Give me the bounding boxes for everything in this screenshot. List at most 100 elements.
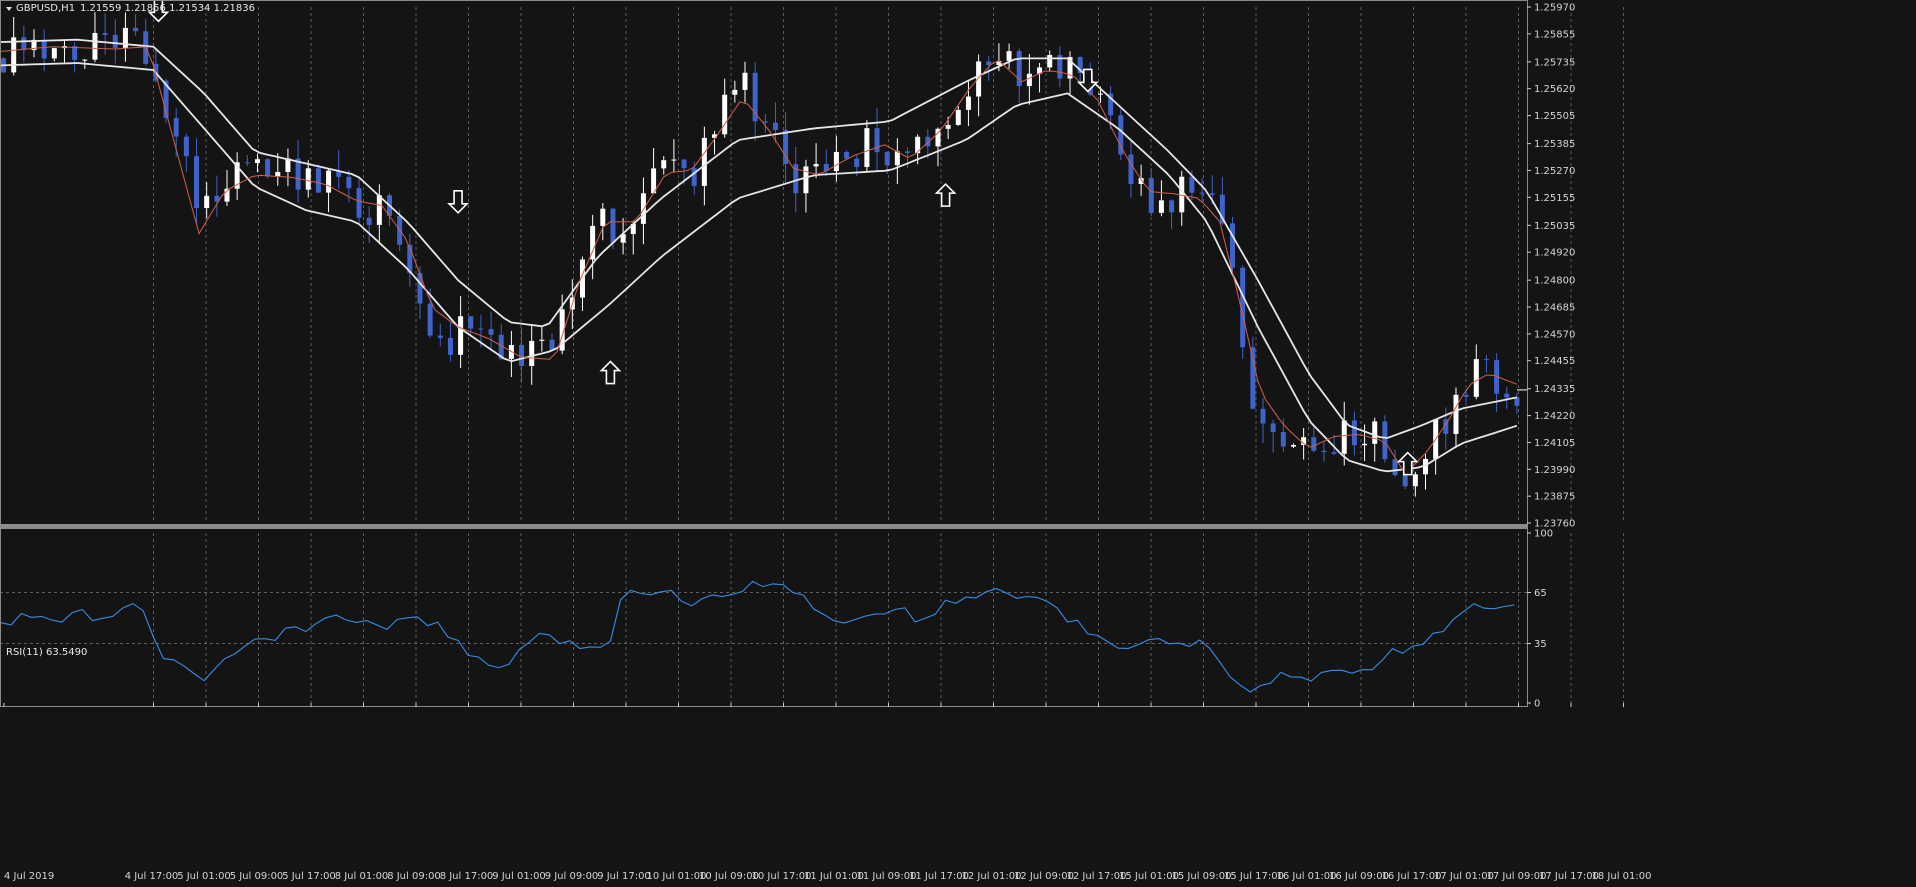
time-tick-label: 4 Jul 17:00 — [125, 871, 179, 882]
time-tick-label: 16 Jul 17:00 — [1382, 871, 1442, 882]
rsi-tick-label: 0 — [1534, 699, 1540, 710]
candle-body — [1392, 459, 1398, 476]
candle-body — [1331, 452, 1337, 454]
price-tick-label: 1.25620 — [1534, 84, 1575, 95]
candle-body — [549, 339, 555, 351]
candle-body — [1199, 192, 1205, 194]
candle-body — [1067, 57, 1073, 79]
candle-body — [427, 303, 433, 336]
ma-fast-line — [0, 46, 1518, 471]
candle-body — [204, 195, 210, 208]
candle-body — [1219, 194, 1225, 224]
price-tick-label: 1.23990 — [1534, 465, 1575, 476]
rsi-tick-label: 35 — [1534, 639, 1547, 650]
candle-body — [265, 159, 271, 177]
candle-body — [762, 121, 768, 123]
ma-upper-line — [0, 38, 1518, 439]
time-tick-label: 5 Jul 01:00 — [177, 871, 231, 882]
price-tick-label: 1.25505 — [1534, 111, 1575, 122]
candle-body — [1504, 393, 1510, 398]
candle-body — [519, 345, 525, 366]
candle-body — [1270, 423, 1276, 433]
rsi-panel — [0, 580, 1515, 693]
candle-body — [447, 337, 453, 355]
candle-body — [1402, 475, 1408, 487]
price-tick-label: 1.23875 — [1534, 492, 1575, 503]
candle-body — [1341, 420, 1347, 454]
moving-averages — [0, 38, 1518, 473]
candle-body — [1016, 51, 1022, 87]
candle-body — [194, 156, 200, 208]
candle-body — [833, 151, 839, 172]
sell-arrow-icon — [447, 190, 469, 214]
time-tick-label: 9 Jul 01:00 — [492, 871, 546, 882]
ohlc-label: 1.21559 1.21856 1.21534 1.21836 — [80, 3, 255, 14]
candle-body — [955, 109, 961, 125]
candle-body — [1362, 443, 1368, 446]
candle-body — [1321, 450, 1327, 453]
rsi-label: RSI(11) 63.5490 — [6, 647, 87, 658]
candle-body — [1250, 347, 1256, 409]
candle-body — [234, 162, 240, 189]
candle-body — [620, 234, 626, 243]
symbol-label: GBPUSD,H1 — [16, 3, 75, 14]
rsi-tick-label: 65 — [1534, 588, 1547, 599]
candle-body — [1047, 55, 1053, 68]
candle-body — [915, 136, 921, 154]
candle-body — [772, 122, 778, 130]
candle-body — [864, 128, 870, 168]
candle-body — [366, 217, 372, 225]
candle-body — [1189, 176, 1195, 193]
time-tick-label: 5 Jul 09:00 — [230, 871, 284, 882]
candle-body — [1260, 408, 1266, 424]
candle-body — [183, 136, 189, 157]
candle-body — [275, 171, 281, 177]
candle-body — [1169, 200, 1175, 213]
candle-body — [295, 158, 301, 190]
candle-body — [1026, 73, 1032, 87]
candle-body — [559, 309, 565, 351]
candle-body — [1351, 420, 1357, 446]
price-tick-label: 1.25735 — [1534, 57, 1575, 68]
candle-body — [1382, 421, 1388, 460]
candle-body — [722, 94, 728, 135]
candle-body — [82, 59, 88, 61]
candle-body — [905, 151, 911, 154]
candle-body — [1077, 57, 1083, 74]
candle-body — [92, 32, 98, 60]
price-tick-label: 1.25035 — [1534, 221, 1575, 232]
time-tick-label: 16 Jul 01:00 — [1277, 871, 1337, 882]
rsi-tick-label: 100 — [1534, 529, 1553, 540]
candle-body — [1230, 223, 1236, 268]
candle-body — [1240, 267, 1246, 348]
time-tick-label: 11 Jul 09:00 — [857, 871, 917, 882]
candle-body — [1483, 359, 1489, 361]
price-tick-label: 1.23760 — [1534, 519, 1575, 530]
candle-body — [72, 46, 78, 61]
time-tick-label: 12 Jul 01:00 — [962, 871, 1022, 882]
candle-body — [1179, 176, 1185, 213]
candle-body — [1412, 474, 1418, 487]
menu-arrow-icon[interactable] — [6, 7, 12, 11]
candle-body — [1443, 419, 1449, 434]
buy-arrow-icon — [1396, 451, 1419, 476]
candle-body — [336, 170, 342, 177]
candle-body — [51, 48, 57, 59]
rsi-panel-frame — [0, 528, 1528, 707]
buy-arrow-icon — [599, 360, 622, 385]
candle-body — [742, 72, 748, 90]
time-tick-label: 18 Jul 01:00 — [1592, 871, 1652, 882]
candle-body — [732, 89, 738, 95]
sell-arrow-icon — [1076, 68, 1099, 93]
candle-body — [996, 60, 1002, 65]
ma-lower-line — [0, 62, 1518, 473]
candle-body — [935, 128, 941, 147]
price-tick-label: 1.25155 — [1534, 193, 1575, 204]
candle-body — [661, 160, 667, 169]
candle-body — [254, 159, 260, 164]
candle-body — [600, 208, 606, 226]
time-tick-label: 17 Jul 01:00 — [1434, 871, 1494, 882]
time-tick-label: 9 Jul 17:00 — [597, 871, 651, 882]
candle-body — [31, 39, 37, 51]
